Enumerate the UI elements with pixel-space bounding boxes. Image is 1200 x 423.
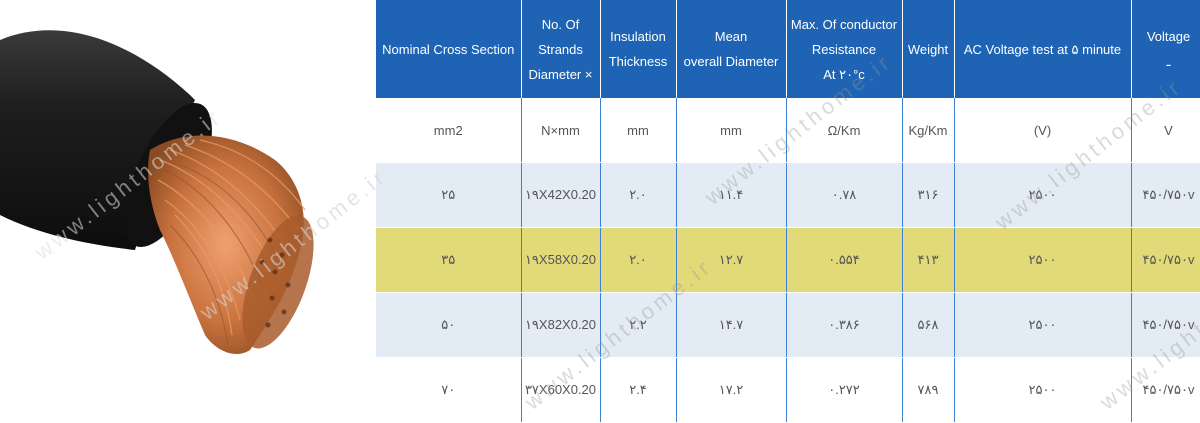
cell-cross-section: ۳۵ bbox=[376, 228, 521, 293]
cell-strands: ۱۹X82X0.20 bbox=[521, 293, 600, 358]
header-line: Nominal Cross Section bbox=[380, 37, 517, 62]
cell-resistance: ۰.۳۸۶ bbox=[786, 293, 902, 358]
cell-insulation: ۲.۰ bbox=[600, 163, 676, 228]
header-line: Resistance bbox=[791, 37, 898, 62]
cell-weight: ۴۱۳ bbox=[902, 228, 954, 293]
cell-diameter: ۱۲.۷ bbox=[676, 228, 786, 293]
cell-strands: ۱۹X58X0.20 bbox=[521, 228, 600, 293]
header-line: Thickness bbox=[605, 49, 672, 74]
cell-strands: ۳۷X60X0.20 bbox=[521, 358, 600, 423]
cell-resistance: ۰.۷۸ bbox=[786, 163, 902, 228]
cell-insulation: ۲.۲ bbox=[600, 293, 676, 358]
cell-weight: ۷۸۹ bbox=[902, 358, 954, 423]
header-line: Voltage bbox=[1136, 24, 1200, 49]
cell-ac-test: ۲۵۰۰ bbox=[954, 358, 1131, 423]
cell-cross-section: ۷۰ bbox=[376, 358, 521, 423]
cell-cross-section: ۲۵ bbox=[376, 163, 521, 228]
unit-cell: (V) bbox=[954, 98, 1131, 163]
unit-cell: V bbox=[1131, 98, 1200, 163]
header-line: Diameter × bbox=[526, 62, 596, 87]
header-line: ـ bbox=[1136, 49, 1200, 74]
unit-cell: N×mm bbox=[521, 98, 600, 163]
table-row: ۳۵ ۱۹X58X0.20 ۲.۰ ۱۲.۷ ۰.۵۵۴ ۴۱۳ ۲۵۰۰ ۴۵… bbox=[376, 228, 1200, 293]
unit-cell: Ω/Km bbox=[786, 98, 902, 163]
header-ac-voltage-test: AC Voltage test at ۵ minute bbox=[954, 0, 1131, 98]
table-row: ۲۵ ۱۹X42X0.20 ۲.۰ ۱۱.۴ ۰.۷۸ ۳۱۶ ۲۵۰۰ ۴۵۰… bbox=[376, 163, 1200, 228]
cell-insulation: ۲.۴ bbox=[600, 358, 676, 423]
cable-photo bbox=[0, 0, 376, 420]
header-line: At ۲۰°c bbox=[791, 62, 898, 87]
unit-cell: Kg/Km bbox=[902, 98, 954, 163]
cell-strands: ۱۹X42X0.20 bbox=[521, 163, 600, 228]
header-line: Weight bbox=[907, 37, 950, 62]
cell-resistance: ۰.۲۷۲ bbox=[786, 358, 902, 423]
cell-insulation: ۲.۰ bbox=[600, 228, 676, 293]
table-row: ۷۰ ۳۷X60X0.20 ۲.۴ ۱۷.۲ ۰.۲۷۲ ۷۸۹ ۲۵۰۰ ۴۵… bbox=[376, 358, 1200, 423]
cell-voltage: ۴۵۰/۷۵۰v bbox=[1131, 293, 1200, 358]
cell-weight: ۵۶۸ bbox=[902, 293, 954, 358]
cable-illustration bbox=[0, 0, 376, 420]
cell-ac-test: ۲۵۰۰ bbox=[954, 293, 1131, 358]
cell-ac-test: ۲۵۰۰ bbox=[954, 163, 1131, 228]
header-line: Insulation bbox=[605, 24, 672, 49]
header-line: Strands bbox=[526, 37, 596, 62]
cell-voltage: ۴۵۰/۷۵۰v bbox=[1131, 163, 1200, 228]
cell-ac-test: ۲۵۰۰ bbox=[954, 228, 1131, 293]
header-line: AC Voltage test at ۵ minute bbox=[959, 37, 1127, 62]
cell-voltage: ۴۵۰/۷۵۰v bbox=[1131, 228, 1200, 293]
header-line: No. Of bbox=[526, 12, 596, 37]
table-row: ۵۰ ۱۹X82X0.20 ۲.۲ ۱۴.۷ ۰.۳۸۶ ۵۶۸ ۲۵۰۰ ۴۵… bbox=[376, 293, 1200, 358]
cell-weight: ۳۱۶ bbox=[902, 163, 954, 228]
header-line: overall Diameter bbox=[681, 49, 782, 74]
header-weight: Weight bbox=[902, 0, 954, 98]
cell-voltage: ۴۵۰/۷۵۰v bbox=[1131, 358, 1200, 423]
cell-diameter: ۱۱.۴ bbox=[676, 163, 786, 228]
header-line: Mean bbox=[681, 24, 782, 49]
header-nominal-cross-section: Nominal Cross Section bbox=[376, 0, 521, 98]
cell-diameter: ۱۴.۷ bbox=[676, 293, 786, 358]
units-row: mm2 N×mm mm mm Ω/Km Kg/Km (V) V bbox=[376, 98, 1200, 163]
unit-cell: mm bbox=[600, 98, 676, 163]
cell-cross-section: ۵۰ bbox=[376, 293, 521, 358]
cell-resistance: ۰.۵۵۴ bbox=[786, 228, 902, 293]
unit-cell: mm bbox=[676, 98, 786, 163]
unit-cell: mm2 bbox=[376, 98, 521, 163]
header-line: Max. Of conductor bbox=[791, 12, 898, 37]
cell-diameter: ۱۷.۲ bbox=[676, 358, 786, 423]
